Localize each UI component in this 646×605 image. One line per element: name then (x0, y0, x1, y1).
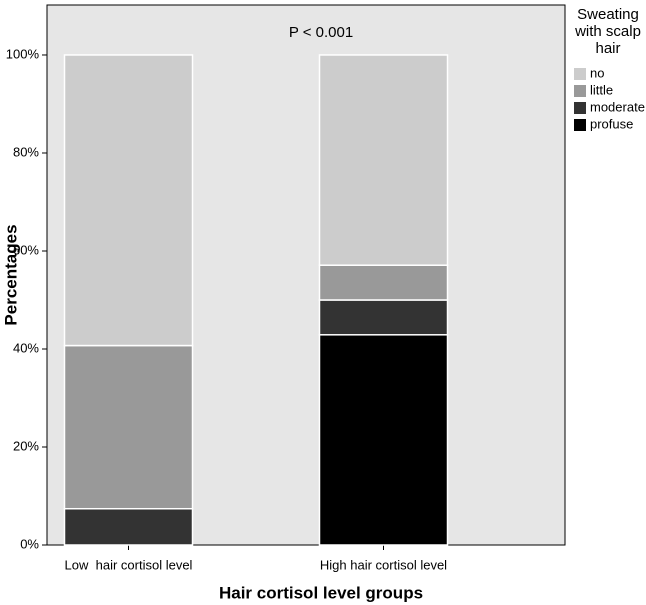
bar-segment (318, 264, 449, 301)
legend-label: moderate (590, 99, 645, 114)
x-axis-label: Hair cortisol level groups (219, 583, 423, 602)
y-axis-label: Percentages (1, 224, 20, 325)
y-tick-label: 100% (6, 46, 40, 61)
bar-segment (63, 507, 194, 546)
legend-label: little (590, 82, 613, 97)
legend-swatch (574, 102, 586, 114)
y-tick-label: 40% (13, 340, 39, 355)
legend-label: profuse (590, 116, 633, 131)
bar-segment (63, 54, 194, 347)
bar-segment (318, 299, 449, 336)
legend-title: Sweating with scalp hair (575, 6, 641, 57)
x-tick-label: Low hair cortisol level (65, 557, 193, 572)
y-tick-label: 0% (20, 536, 39, 551)
legend-swatch (574, 85, 586, 97)
legend-swatch (574, 68, 586, 80)
bar-segment (318, 334, 449, 546)
legend-swatch (574, 119, 586, 131)
legend-label: no (590, 65, 604, 80)
y-tick-label: 20% (13, 438, 39, 453)
y-tick-label: 60% (13, 242, 39, 257)
bar-segment (63, 344, 194, 510)
annotation: P < 0.001 (289, 24, 353, 41)
x-tick-label: High hair cortisol level (320, 557, 447, 572)
y-tick-label: 80% (13, 144, 39, 159)
bar-segment (318, 54, 449, 266)
